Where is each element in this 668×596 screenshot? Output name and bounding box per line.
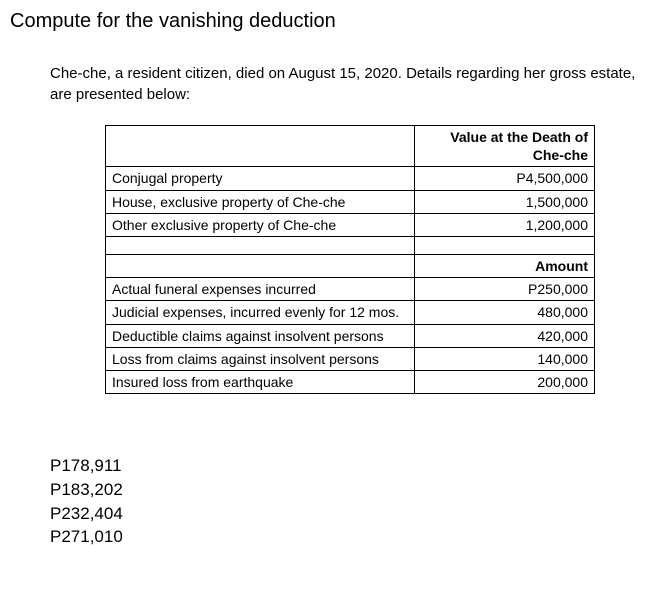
table-header-2: Amount	[415, 254, 595, 277]
row-value: 140,000	[415, 347, 595, 370]
blank-cell	[106, 126, 415, 167]
row-label: Conjugal property	[106, 167, 415, 190]
empty-row	[106, 236, 595, 254]
question-title: Compute for the vanishing deduction	[10, 10, 658, 33]
answer-option: P178,911	[50, 454, 658, 478]
blank-cell	[415, 236, 595, 254]
blank-cell	[106, 236, 415, 254]
row-value: 480,000	[415, 301, 595, 324]
table-row: Loss from claims against insolvent perso…	[106, 347, 595, 370]
row-label: House, exclusive property of Che-che	[106, 190, 415, 213]
row-value: 1,500,000	[415, 190, 595, 213]
row-value: 420,000	[415, 324, 595, 347]
table-header-1: Value at the Death of Che-che	[415, 126, 595, 167]
row-label: Loss from claims against insolvent perso…	[106, 347, 415, 370]
intro-text: Che-che, a resident citizen, died on Aug…	[50, 63, 658, 105]
row-label: Actual funeral expenses incurred	[106, 278, 415, 301]
answer-option: P183,202	[50, 478, 658, 502]
table-row: Deductible claims against insolvent pers…	[106, 324, 595, 347]
row-label: Other exclusive property of Che-che	[106, 213, 415, 236]
answer-option: P232,404	[50, 502, 658, 526]
row-label: Judicial expenses, incurred evenly for 1…	[106, 301, 415, 324]
table-row: Conjugal property P4,500,000	[106, 167, 595, 190]
answer-option: P271,010	[50, 525, 658, 549]
row-value: 1,200,000	[415, 213, 595, 236]
table-row: Judicial expenses, incurred evenly for 1…	[106, 301, 595, 324]
data-table: Value at the Death of Che-che Conjugal p…	[105, 125, 595, 394]
table-row: Actual funeral expenses incurred P250,00…	[106, 278, 595, 301]
table-row: Other exclusive property of Che-che 1,20…	[106, 213, 595, 236]
answer-options: P178,911 P183,202 P232,404 P271,010	[50, 454, 658, 549]
table-row: House, exclusive property of Che-che 1,5…	[106, 190, 595, 213]
row-value: P4,500,000	[415, 167, 595, 190]
row-value: P250,000	[415, 278, 595, 301]
row-label: Insured loss from earthquake	[106, 370, 415, 393]
row-label: Deductible claims against insolvent pers…	[106, 324, 415, 347]
row-value: 200,000	[415, 370, 595, 393]
blank-cell	[106, 254, 415, 277]
data-table-wrapper: Value at the Death of Che-che Conjugal p…	[105, 125, 628, 394]
table-row: Insured loss from earthquake 200,000	[106, 370, 595, 393]
